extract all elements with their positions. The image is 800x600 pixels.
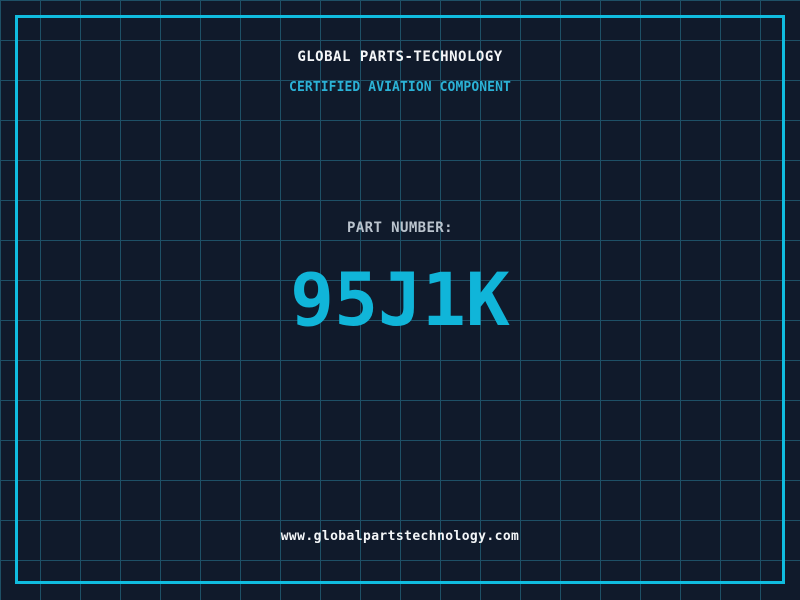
company-name: GLOBAL PARTS-TECHNOLOGY: [297, 49, 503, 65]
website-url: www.globalpartstechnology.com: [280, 529, 520, 544]
frame-border: [15, 15, 785, 584]
part-number-label: PART NUMBER:: [347, 220, 453, 236]
certification-tagline: CERTIFIED AVIATION COMPONENT: [289, 80, 511, 95]
part-number-value: 95J1K: [290, 258, 510, 343]
